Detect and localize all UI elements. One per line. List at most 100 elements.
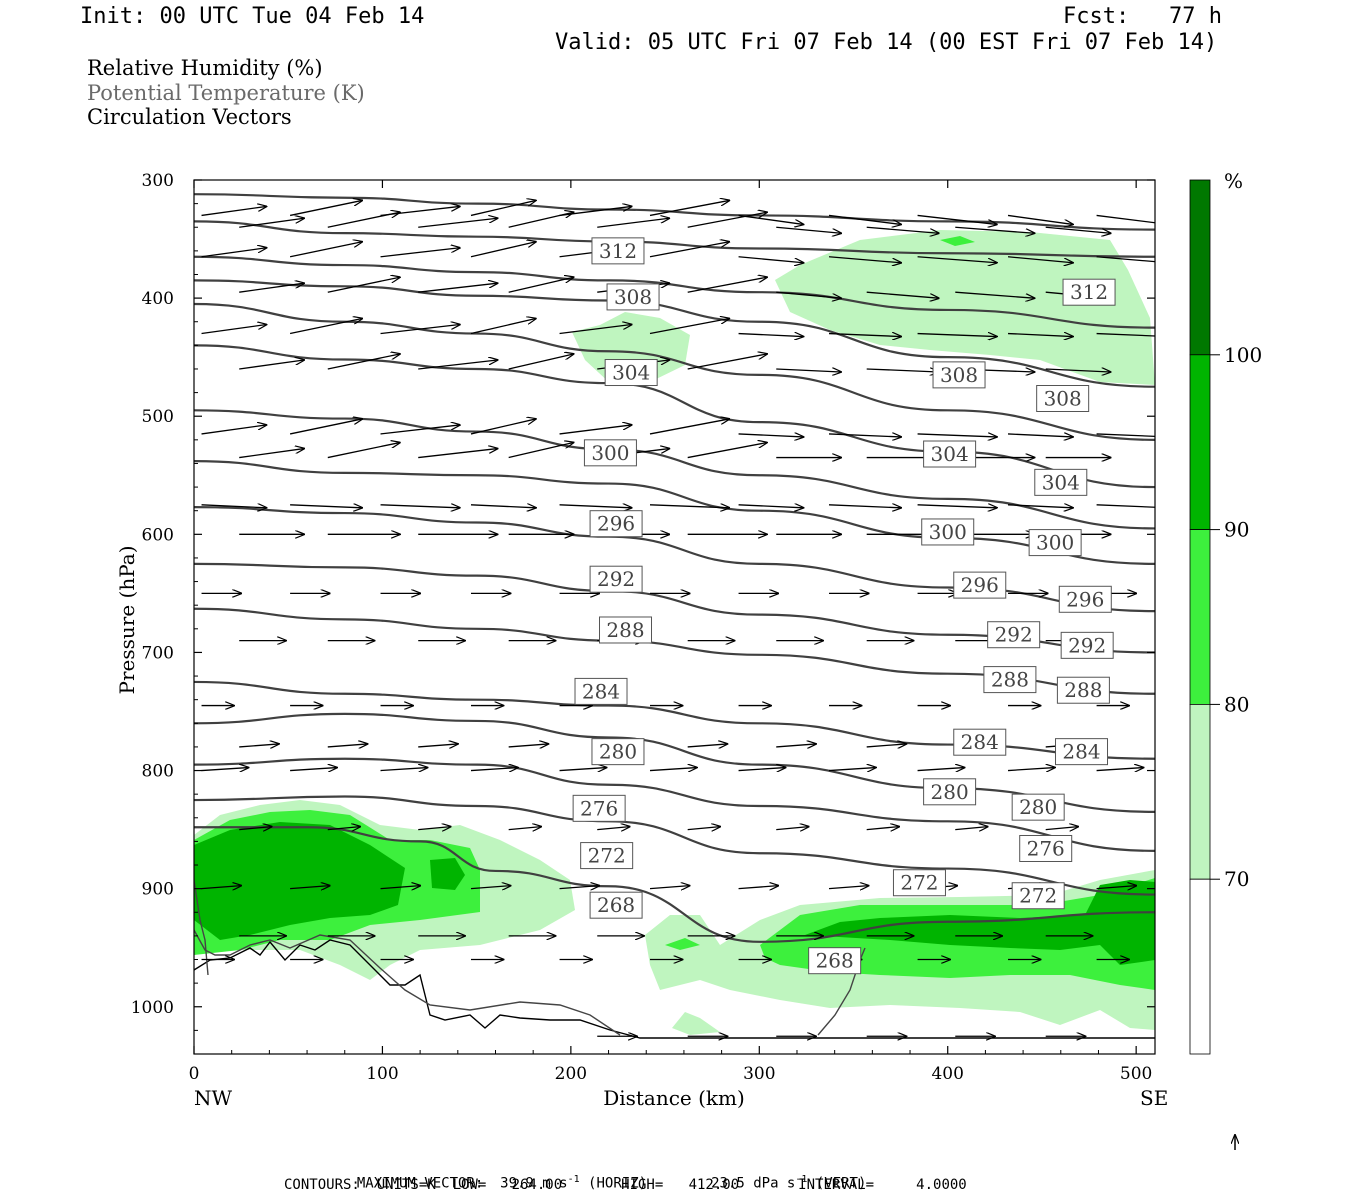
contour-label: 304 [1042, 470, 1080, 494]
vector-arrow [559, 425, 632, 435]
vector-arrow [738, 434, 804, 437]
contour-label-box [589, 565, 643, 593]
x-tick-label: 300 [743, 1064, 775, 1084]
rh-80-small-mid [665, 938, 700, 950]
vector-arrow [1096, 256, 1155, 263]
vector-arrow [380, 248, 460, 258]
contour-label: 288 [991, 668, 1029, 692]
vector-arrow [327, 827, 360, 830]
rh-90-lower-left-b [430, 858, 465, 890]
vector-arrow [738, 334, 804, 337]
contour-label-box [1034, 468, 1088, 496]
contour-label-box [932, 361, 986, 389]
vector-arrow [470, 200, 536, 217]
contour-label: 284 [582, 679, 620, 703]
contour-label: 288 [1064, 678, 1102, 702]
unit-exponent-vert: -1 [795, 1174, 808, 1185]
vector-arrow [738, 256, 804, 263]
vector-arrow [955, 226, 1034, 233]
x-tick-label: 0 [189, 1064, 200, 1084]
contour-label-box [1011, 882, 1065, 910]
vector-arrow [738, 214, 804, 224]
vector-arrow [687, 354, 767, 370]
contour-label-box [808, 947, 862, 975]
colorbar-label: 70 [1224, 867, 1249, 891]
theta-contours [194, 193, 1155, 943]
vector-arrow [289, 419, 362, 435]
vector-arrow [649, 768, 697, 771]
contour-label: 292 [597, 567, 635, 591]
max-vector-vert: 23.5 dPa s [711, 1175, 796, 1192]
vector-arrow [866, 369, 939, 372]
contour-label-box [923, 440, 977, 468]
vector-arrow [380, 425, 460, 435]
max-vector-line: MAXIMUM VECTOR: 39.9 m s-1 (HORIZ) 23.5 d… [340, 1158, 867, 1192]
x-right-label: SE [1140, 1086, 1168, 1110]
theta-contour-276 [194, 757, 1155, 852]
contour-label-box [1011, 793, 1065, 821]
vector-arrow [418, 449, 497, 459]
vector-arrow [239, 218, 304, 228]
vector-arrow [201, 425, 267, 435]
contour-label: 308 [940, 363, 978, 387]
vector-arrow [776, 369, 841, 372]
vector-arrow [470, 768, 518, 771]
vector-arrow [470, 242, 536, 258]
contour-label-box [583, 439, 637, 467]
vector-arrow [470, 419, 536, 435]
init-time: Init: 00 UTC Tue 04 Feb 14 [80, 4, 425, 29]
contour-label: 272 [1019, 884, 1057, 908]
vector-arrow [955, 291, 1034, 298]
vector-arrow [508, 744, 549, 747]
vector-arrow [828, 768, 876, 771]
contour-label: 276 [1027, 836, 1065, 860]
colorbar-swatch [1189, 354, 1211, 530]
x-axis: 0 100 200 300 400 500 [189, 180, 1152, 1084]
contour-label: 276 [580, 796, 618, 820]
contour-label: 296 [961, 573, 999, 597]
contour-label-box [1019, 834, 1073, 862]
vector-arrow [559, 325, 632, 335]
vector-arrow [418, 827, 450, 830]
contour-label: 296 [597, 512, 635, 536]
contour-label-box [921, 518, 975, 546]
vector-arrow [687, 443, 767, 459]
vector-arrow [201, 505, 267, 508]
x-tick-label: 500 [1120, 1064, 1152, 1084]
contour-label: 268 [816, 949, 854, 973]
vector-arrow [418, 360, 497, 370]
y-tick-label: 600 [142, 525, 174, 545]
max-vector-vert-unit: (VERT) [807, 1175, 867, 1192]
vector-arrow [1007, 505, 1073, 508]
vector-arrow [649, 200, 729, 217]
vector-arrow [290, 768, 337, 771]
y-tick-label: 400 [142, 289, 174, 309]
vector-arrow [508, 443, 574, 459]
contour-label-box [1056, 676, 1110, 704]
contour-label-box [589, 510, 643, 538]
colorbar-unit: % [1224, 169, 1243, 193]
x-tick-label: 400 [931, 1064, 963, 1084]
contour-label: 268 [597, 893, 635, 917]
contour-label: 292 [1068, 633, 1106, 657]
vector-arrow [1045, 827, 1078, 830]
contour-label-box [589, 891, 643, 919]
contour-label: 292 [995, 623, 1033, 647]
vector-arrow [239, 360, 304, 370]
y-axis: 300 400 500 600 700 800 900 1000 [131, 171, 1155, 1031]
max-vector-horiz-unit: (HORIZ) [579, 1175, 648, 1192]
vector-arrow [687, 277, 767, 293]
contour-label: 308 [614, 285, 652, 309]
vector-arrow [866, 827, 899, 830]
contour-label: 300 [929, 520, 967, 544]
vector-arrow [828, 256, 901, 263]
vector-arrow [289, 319, 362, 335]
vector-arrow [649, 505, 729, 508]
vector-arrow [327, 212, 400, 228]
vector-arrow [508, 277, 574, 293]
vector-arrow [1096, 433, 1155, 438]
colorbar-label: 80 [1224, 692, 1249, 716]
contour-label-box [1060, 631, 1114, 659]
contour-label-box [591, 237, 645, 265]
contour-label: 284 [1062, 740, 1100, 764]
